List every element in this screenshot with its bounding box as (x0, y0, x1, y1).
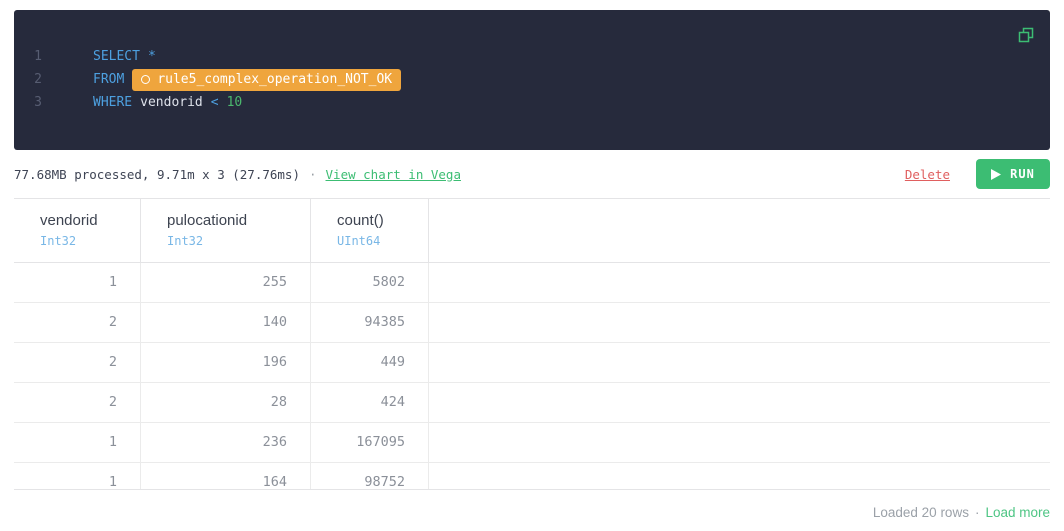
sql-keyword: SELECT (93, 49, 140, 64)
table-cell: 28 (141, 383, 311, 422)
copy-icon[interactable] (1018, 27, 1034, 43)
stats-separator: · (308, 166, 317, 182)
sql-identifier: vendorid (140, 95, 203, 110)
delete-link[interactable]: Delete (904, 166, 950, 182)
code-line: 2 FROM rule5_complex_operation_NOT_OK (14, 68, 1050, 91)
line-number: 1 (34, 49, 42, 64)
table-cell-empty (429, 263, 1050, 302)
table-cell: 167095 (311, 423, 429, 462)
table-row: 1 164 98752 (14, 463, 1050, 489)
query-stats: 77.68MB processed, 9.71m x 3 (27.76ms) (14, 166, 300, 182)
code-line: 1 SELECT * (14, 45, 1050, 68)
line-number: 3 (34, 95, 42, 110)
sql-operator: < (210, 95, 219, 110)
load-more-link[interactable]: Load more (985, 505, 1050, 520)
sql-keyword: WHERE (93, 95, 133, 110)
footer-separator: · (974, 505, 980, 520)
sql-keyword: FROM (93, 72, 125, 87)
column-header-count: count() UInt64 (311, 199, 429, 262)
table-cell: 164 (141, 463, 311, 489)
line-number: 2 (34, 72, 42, 87)
table-cell: 236 (141, 423, 311, 462)
table-cell: 2 (14, 303, 141, 342)
table-circle-icon (141, 75, 151, 84)
column-type: UInt64 (337, 234, 381, 248)
loaded-rows-text: Loaded 20 rows (872, 505, 969, 520)
column-header-empty (429, 199, 1050, 262)
table-cell: 449 (311, 343, 429, 382)
code-line: 3 WHERE vendorid <10 (14, 91, 1050, 114)
results-table: vendorid Int32 pulocationid Int32 count(… (14, 198, 1050, 490)
sql-number: 10 (226, 95, 243, 110)
run-button-label: RUN (1010, 167, 1035, 181)
table-cell-empty (429, 343, 1050, 382)
column-header-vendorid: vendorid Int32 (14, 199, 141, 262)
query-status-bar: 77.68MB processed, 9.71m x 3 (27.76ms) ·… (14, 150, 1050, 198)
vega-chart-link[interactable]: View chart in Vega (325, 166, 461, 182)
table-row: 2 140 94385 (14, 303, 1050, 343)
table-row: 2 28 424 (14, 383, 1050, 423)
table-footer: Loaded 20 rows · Load more (873, 505, 1050, 520)
table-reference-tag[interactable]: rule5_complex_operation_NOT_OK (132, 68, 402, 91)
table-cell: 1 (14, 263, 141, 302)
column-type: Int32 (167, 234, 204, 248)
table-cell: 1 (14, 463, 141, 489)
table-cell: 98752 (311, 463, 429, 489)
table-header-row: vendorid Int32 pulocationid Int32 count(… (14, 199, 1050, 263)
table-cell: 2 (14, 383, 141, 422)
table-cell-empty (429, 423, 1050, 462)
column-name: vendorid (40, 212, 98, 229)
table-tag-label: rule5_complex_operation_NOT_OK (157, 72, 393, 87)
table-cell: 196 (141, 343, 311, 382)
sql-editor[interactable]: 1 SELECT * 2 FROM rule5_complex_operation_… (14, 10, 1050, 150)
table-row: 2 196 449 (14, 343, 1050, 383)
run-button[interactable]: RUN (976, 159, 1050, 189)
table-cell: 255 (141, 263, 311, 302)
column-name: count() (337, 212, 384, 229)
table-cell-empty (429, 303, 1050, 342)
table-cell: 94385 (311, 303, 429, 342)
table-cell: 1 (14, 423, 141, 462)
table-cell: 2 (14, 343, 141, 382)
table-cell: 5802 (311, 263, 429, 302)
sql-star: * (147, 49, 156, 64)
table-row: 1 236 167095 (14, 423, 1050, 463)
table-cell-empty (429, 383, 1050, 422)
table-row: 1 255 5802 (14, 263, 1050, 303)
table-cell: 424 (311, 383, 429, 422)
column-name: pulocationid (167, 212, 248, 229)
column-header-pulocationid: pulocationid Int32 (141, 199, 311, 262)
table-cell-empty (429, 463, 1050, 489)
table-cell: 140 (141, 303, 311, 342)
play-icon (991, 168, 1002, 180)
column-type: Int32 (40, 234, 77, 248)
